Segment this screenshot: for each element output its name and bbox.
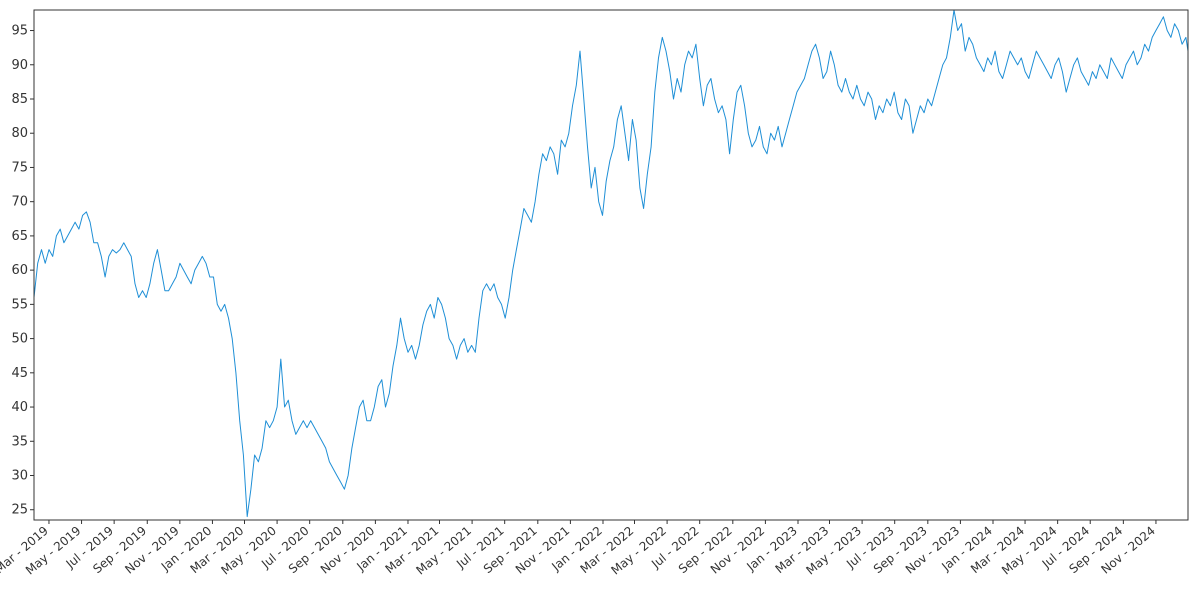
y-tick-label: 30 (11, 469, 28, 484)
y-tick-label: 95 (11, 24, 28, 39)
plot-frame (33, 9, 1189, 521)
y-tick-label: 45 (11, 366, 28, 381)
y-tick-label: 55 (11, 297, 28, 312)
y-tick-label: 65 (11, 229, 28, 244)
y-tick-label: 40 (11, 400, 28, 415)
y-tick-label: 80 (11, 126, 28, 141)
y-tick-label: 90 (11, 58, 28, 73)
y-tick-label: 50 (11, 332, 28, 347)
y-tick-label: 35 (11, 434, 28, 449)
y-tick-label: 60 (11, 263, 28, 278)
y-tick-label: 75 (11, 160, 28, 175)
y-tick-label: 25 (11, 503, 28, 518)
series-line-0 (33, 9, 1189, 518)
y-tick-label: 85 (11, 92, 28, 107)
y-tick-label: 70 (11, 195, 28, 210)
y-axis: 25 30 35 40 45 50 55 60 65 70 75 80 85 90 95 (11, 24, 34, 518)
series-layer (33, 9, 1189, 518)
